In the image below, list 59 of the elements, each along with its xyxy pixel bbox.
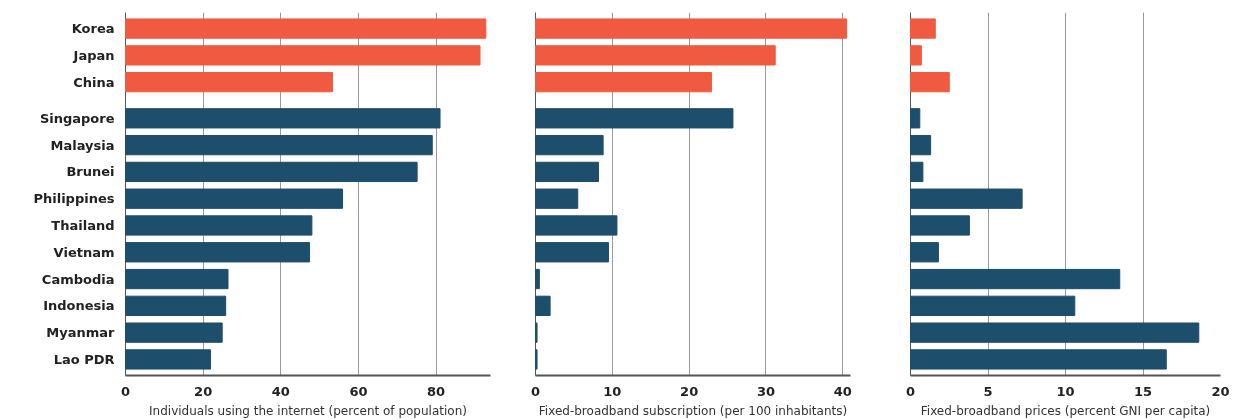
x-tick-label: 20 (1211, 383, 1230, 399)
bar (125, 161, 418, 183)
x-tick-label: 5 (983, 383, 993, 399)
y-tick-label: Myanmar (46, 325, 116, 341)
bar (125, 215, 313, 236)
x-tick-label: 20 (680, 383, 699, 399)
x-axis-title: Individuals using the internet (percent of population) (149, 403, 467, 418)
y-tick-label: China (73, 74, 115, 90)
y-tick-label: Cambodia (41, 271, 115, 287)
bar (535, 134, 604, 156)
x-tick-label: 0 (120, 383, 131, 399)
y-tick-label: Brunei (66, 164, 115, 180)
x-tick-label: 30 (756, 383, 776, 399)
bar (125, 188, 344, 209)
bar (535, 188, 579, 209)
x-tick-label: 60 (349, 383, 368, 399)
bar (125, 108, 441, 129)
x-tick-label: 10 (1056, 383, 1075, 399)
y-tick-label: Lao PDR (53, 351, 115, 367)
bar (910, 161, 924, 183)
bar (535, 242, 609, 263)
bar (535, 268, 540, 290)
y-tick-label: Korea (71, 21, 115, 37)
bar (910, 349, 1167, 370)
bar (535, 215, 618, 236)
bar (125, 134, 433, 156)
y-tick-label: Thailand (51, 217, 115, 233)
x-tick-label: 15 (1133, 383, 1153, 399)
y-tick-label: Singapore (39, 110, 115, 126)
y-tick-label: Indonesia (43, 298, 115, 314)
x-axis-title: Fixed-broadband prices (percent GNI per capita) (920, 403, 1211, 418)
bar (125, 349, 212, 370)
bar (910, 295, 1076, 316)
y-tick-label: Japan (72, 47, 115, 63)
x-axis-title: Fixed-broadband subscription (per 100 inhabitants) (538, 403, 848, 418)
bar (910, 134, 932, 156)
bar (910, 268, 1121, 290)
bar (535, 295, 551, 316)
y-tick-label: Philippines (33, 191, 115, 207)
y-tick-label: Vietnam (53, 244, 115, 260)
x-tick-label: 10 (603, 383, 622, 399)
x-tick-label: 0 (530, 383, 541, 399)
bar (535, 108, 734, 129)
bar (910, 215, 970, 236)
bar (535, 161, 599, 183)
bar (910, 188, 1023, 209)
bar (125, 295, 227, 316)
bar (910, 108, 921, 129)
y-tick-label: Malaysia (50, 137, 115, 153)
bar (125, 268, 229, 290)
bar (125, 242, 311, 263)
x-tick-label: 40 (271, 383, 290, 399)
x-tick-label: 40 (833, 383, 852, 399)
bar (910, 322, 1200, 343)
x-tick-label: 20 (194, 383, 213, 399)
bar (910, 242, 939, 263)
x-tick-label: 80 (427, 383, 446, 399)
x-tick-label: 0 (905, 383, 916, 399)
bar (125, 322, 223, 343)
